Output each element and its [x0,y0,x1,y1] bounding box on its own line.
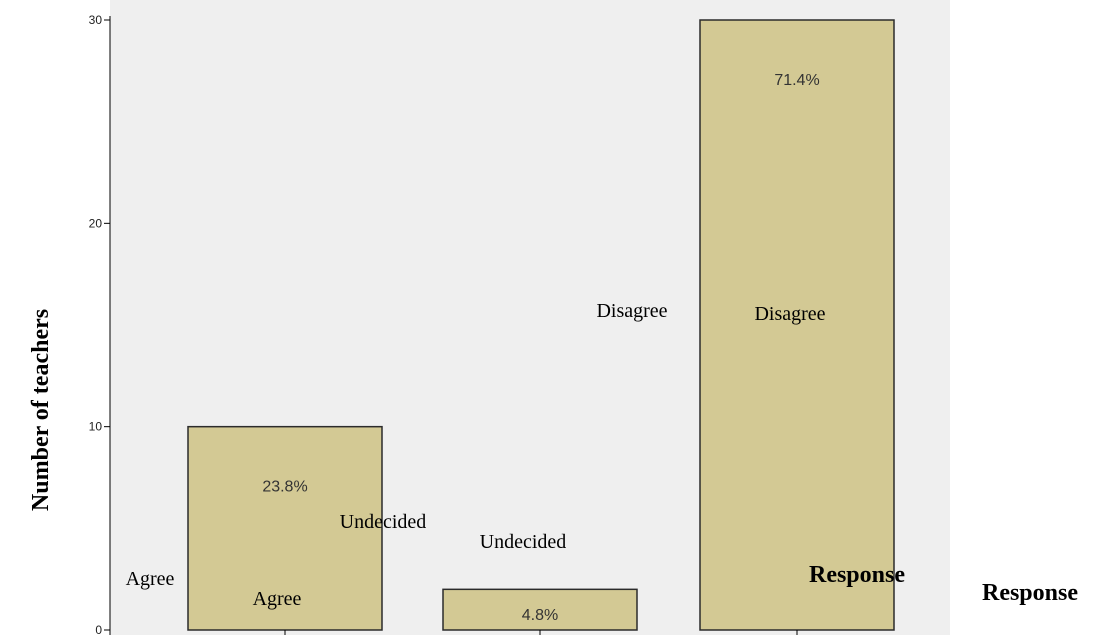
y-tick-label: 20 [89,216,103,230]
percent-label: 71.4% [774,72,819,89]
y-tick-label: 10 [89,420,103,434]
labels-group: 23.8% 4.8% 71.4% Agree Undecided Disagree [253,72,826,624]
bars-group [187,19,895,631]
bar-undecided [442,588,638,631]
y-tick-label: 0 [95,623,102,635]
bar-disagree [699,19,895,631]
stray-label-response: Response [809,562,905,588]
y-axis-title: Number of teachers [28,309,54,511]
category-label-agree: Agree [253,588,302,610]
category-label-disagree: Disagree [754,303,825,325]
x-axis-title: Response [982,580,1078,606]
stray-label-disagree: Disagree [596,300,667,322]
stray-label-agree: Agree [126,568,175,590]
stray-label-undecided: Undecided [340,511,427,533]
percent-label: 23.8% [262,479,307,496]
percent-label: 4.8% [522,607,558,624]
bar-agree [187,425,383,631]
y-tick-label: 30 [89,13,103,27]
category-label-undecided: Undecided [480,531,567,553]
y-axis: 0 10 20 30 [89,13,798,635]
